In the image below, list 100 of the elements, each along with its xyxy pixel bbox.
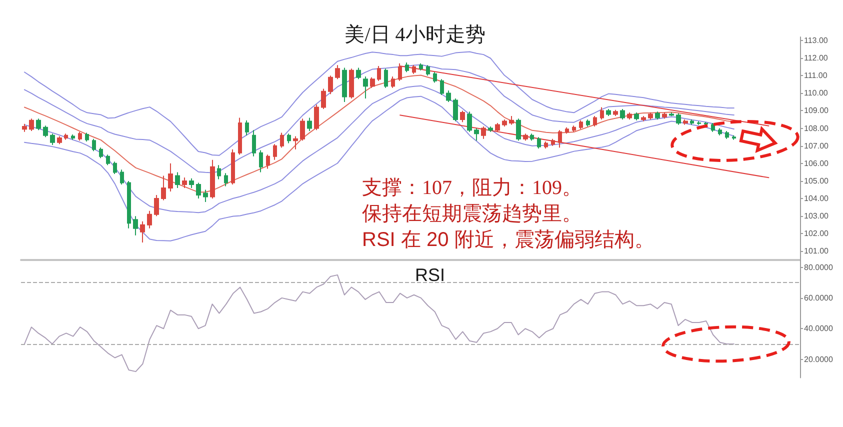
candlestick (168, 162, 173, 192)
candlestick (266, 154, 270, 170)
annotation: 保持在短期震荡趋势里。 (362, 203, 582, 225)
chart-title: 美/日 4小时走势 (344, 23, 486, 46)
candlestick (600, 106, 604, 120)
candlestick (641, 116, 646, 122)
y-tick-label: 20.0000 (804, 354, 834, 364)
candlestick (613, 109, 618, 117)
candlestick (210, 159, 215, 200)
candlestick (440, 78, 444, 96)
candlestick (474, 128, 479, 142)
chart-title: RSI (414, 265, 446, 285)
candlestick (314, 104, 319, 131)
candlestick (384, 68, 388, 88)
candlestick (718, 128, 722, 136)
candlestick (92, 138, 96, 152)
candlestick (287, 133, 291, 144)
y-tick-label: 110.00 (804, 88, 828, 98)
annotation: RSI 在 20 附近，震荡偏弱结构。 (362, 229, 654, 251)
line-series (24, 64, 734, 174)
candlestick (78, 131, 82, 142)
candlestick (558, 130, 562, 148)
candlestick (363, 76, 368, 99)
candlestick (648, 112, 653, 120)
candlestick (662, 112, 667, 120)
candlestick (321, 88, 326, 110)
y-tick-label: 104.00 (804, 194, 830, 204)
y-tick-label: 105.00 (804, 176, 830, 186)
candlestick (154, 194, 159, 217)
candlestick (725, 130, 729, 140)
y-tick-label: 108.00 (804, 124, 830, 133)
candlestick (300, 118, 305, 142)
candlestick (182, 176, 187, 189)
y-tick-label: 107.00 (804, 141, 830, 150)
candlestick (29, 118, 34, 132)
candlestick (22, 123, 27, 132)
candlestick (259, 150, 263, 173)
candlestick (433, 72, 437, 84)
candlestick (593, 116, 597, 128)
candlestick (488, 126, 493, 132)
candlestick (133, 216, 138, 236)
y-tick-label: 40.0000 (804, 324, 834, 334)
candlestick (50, 133, 55, 146)
candlestick (127, 180, 131, 229)
candlestick (467, 111, 472, 132)
candlestick (697, 120, 701, 126)
candlestick (676, 112, 681, 126)
line-series (24, 51, 734, 156)
y-tick-label: 113.00 (804, 36, 828, 46)
candlestick (495, 122, 500, 132)
candlestick (606, 108, 611, 117)
candlestick (377, 65, 381, 82)
candlestick (565, 126, 569, 134)
candlestick (391, 76, 395, 88)
candlestick (147, 210, 152, 229)
candlestick (655, 111, 660, 120)
candlestick (252, 130, 256, 157)
y-tick-label: 106.00 (804, 158, 830, 168)
candlestick (99, 147, 103, 159)
candlestick (203, 189, 208, 203)
annotation: 支撑：107，阻力：109。 (362, 177, 582, 199)
candlestick (419, 62, 423, 71)
candlestick (175, 172, 180, 189)
candlestick (627, 112, 632, 120)
y-tick-label: 60.0000 (804, 293, 834, 302)
candlestick (502, 119, 507, 128)
candlestick (293, 136, 298, 150)
candlestick (523, 133, 528, 142)
candlestick (224, 172, 228, 187)
candlestick (335, 64, 340, 80)
candlestick (161, 175, 166, 201)
y-tick-label: 101.00 (804, 246, 830, 256)
candlestick (586, 119, 590, 128)
candlestick (669, 112, 674, 117)
candlestick (71, 134, 75, 140)
y-tick-label: 112.00 (804, 54, 828, 63)
candlestick (189, 178, 194, 189)
candlestick (217, 164, 221, 180)
candlestick (426, 64, 430, 76)
candlestick (64, 133, 68, 140)
candlestick (446, 90, 451, 102)
candlestick (572, 125, 576, 132)
y-tick-label: 102.00 (804, 229, 830, 238)
candlestick (579, 120, 583, 130)
candlestick (280, 132, 284, 148)
candlestick (732, 134, 736, 140)
candlestick (356, 67, 361, 80)
candlestick (634, 112, 639, 121)
candlestick (711, 122, 715, 132)
candlestick (370, 76, 375, 88)
candlestick (238, 117, 242, 156)
candlestick (620, 108, 625, 120)
candlestick (43, 125, 48, 138)
candlestick (231, 148, 235, 185)
candlestick (36, 118, 41, 131)
candlestick (106, 154, 110, 166)
candlestick (551, 138, 555, 146)
candlestick (509, 116, 514, 126)
candlestick (544, 140, 548, 149)
candlestick (245, 120, 249, 136)
